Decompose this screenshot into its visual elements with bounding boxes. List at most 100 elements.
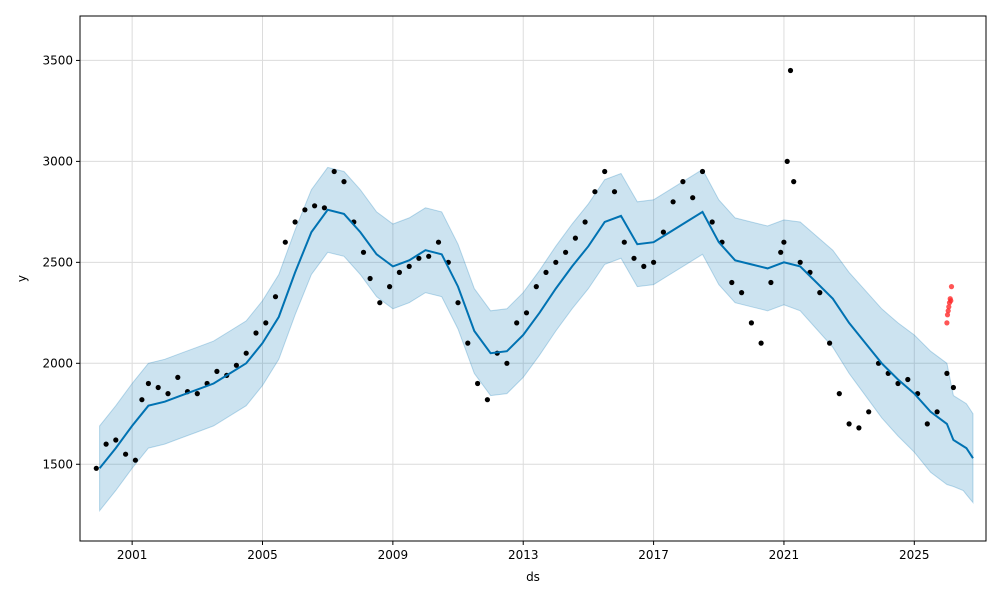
actual-point	[817, 290, 823, 296]
actual-point	[924, 421, 930, 427]
actual-point	[768, 279, 774, 286]
y-axis-ticks: 1500 2000 2500 3000 3500	[42, 53, 80, 471]
actual-point	[282, 239, 288, 245]
actual-point	[123, 451, 129, 457]
x-axis-ticks: 2001 2005 2009 2013 2017 2021 2025	[117, 541, 930, 562]
x-tick-label: 2001	[117, 548, 148, 562]
actual-point	[484, 397, 490, 403]
actual-point	[93, 465, 99, 471]
actual-point	[504, 360, 510, 366]
actual-point	[312, 203, 318, 209]
recent-points	[944, 284, 955, 326]
actual-point	[165, 391, 171, 397]
recent-point	[944, 312, 951, 318]
actual-point	[699, 168, 706, 175]
actual-point	[592, 189, 598, 195]
actual-point	[132, 457, 138, 463]
actual-point	[243, 350, 249, 356]
actual-point	[866, 409, 872, 415]
actual-point	[263, 320, 269, 326]
actual-point	[465, 340, 471, 346]
recent-point	[948, 298, 954, 304]
actual-point	[670, 199, 676, 205]
forecast-yhat-line	[98, 208, 974, 469]
actual-point	[758, 340, 764, 346]
actual-point	[194, 391, 200, 397]
actual-point	[611, 189, 618, 195]
actual-point	[651, 259, 657, 265]
actual-point	[739, 290, 745, 296]
actual-point	[214, 368, 220, 374]
actual-point	[791, 179, 797, 185]
actual-point	[233, 362, 239, 368]
actual-point	[797, 259, 803, 265]
x-tick-label: 2025	[899, 548, 930, 562]
recent-point	[946, 304, 952, 310]
recent-point	[945, 308, 951, 314]
actual-point	[641, 263, 647, 269]
actual-point	[360, 249, 367, 255]
actual-point	[155, 384, 161, 391]
x-axis-label: ds	[526, 570, 540, 584]
actual-point	[435, 239, 442, 245]
actual-point	[784, 158, 790, 164]
actual-point	[272, 294, 279, 300]
actual-point	[553, 259, 559, 265]
actual-point	[563, 249, 569, 255]
actual-point	[729, 279, 735, 286]
actual-point	[572, 235, 579, 241]
actual-point	[582, 219, 588, 225]
x-tick-label: 2021	[769, 548, 800, 562]
x-tick-label: 2009	[378, 548, 409, 562]
actual-point	[175, 374, 181, 380]
y-axis-label: y	[15, 275, 29, 282]
y-tick-label: 2500	[42, 255, 73, 269]
actual-point	[709, 219, 715, 225]
actual-point	[341, 179, 347, 185]
recent-point	[944, 320, 950, 326]
actual-point	[856, 425, 862, 431]
actual-point	[302, 207, 308, 213]
actual-point	[836, 391, 842, 397]
actual-point	[950, 384, 957, 391]
actual-point	[331, 168, 337, 175]
actual-point	[778, 249, 784, 255]
actual-point	[895, 380, 901, 387]
actual-point	[680, 179, 686, 185]
plot-frame	[79, 15, 987, 542]
actual-point	[621, 239, 627, 245]
x-tick-label: 2017	[638, 548, 669, 562]
y-tick-label: 1500	[42, 457, 73, 471]
y-tick-label: 3000	[42, 154, 73, 168]
recent-point	[948, 284, 955, 290]
actual-point	[781, 239, 787, 245]
forecast-line	[98, 208, 974, 469]
actual-point	[387, 284, 393, 290]
actual-point	[396, 269, 402, 275]
actual-points	[93, 67, 957, 471]
actual-point	[905, 376, 911, 383]
actual-point	[367, 275, 373, 282]
uncertainty-band-area	[99, 166, 974, 513]
actual-point	[321, 205, 327, 211]
actual-point	[690, 195, 696, 201]
actual-point	[145, 380, 151, 387]
actual-point	[426, 253, 432, 259]
uncertainty-band	[99, 166, 974, 513]
actual-point	[377, 300, 383, 306]
actual-point	[533, 284, 539, 290]
y-tick-label: 2000	[42, 356, 73, 370]
actual-point	[543, 269, 549, 275]
actual-point	[846, 421, 852, 427]
actual-point	[523, 310, 530, 316]
actual-point	[660, 229, 667, 235]
actual-point	[416, 255, 422, 261]
actual-point	[827, 340, 833, 346]
actual-point	[748, 320, 755, 326]
x-tick-label: 2013	[508, 548, 539, 562]
actual-point	[292, 219, 298, 225]
actual-point	[253, 330, 259, 336]
actual-point	[631, 255, 637, 261]
actual-point	[139, 397, 145, 403]
